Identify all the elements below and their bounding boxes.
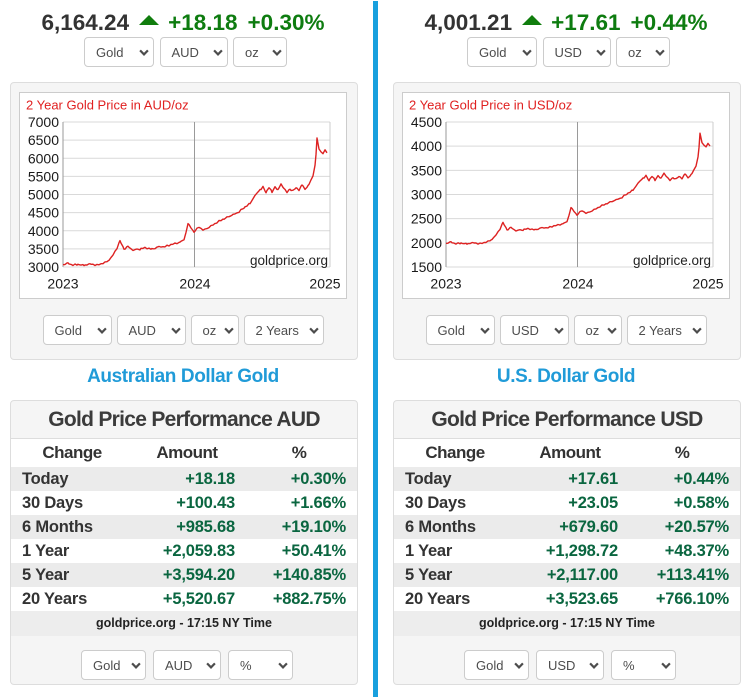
svg-text:4000: 4000 — [411, 138, 442, 154]
svg-text:4500: 4500 — [411, 114, 442, 130]
svg-text:goldprice.org: goldprice.org — [633, 253, 711, 268]
svg-text:3500: 3500 — [411, 162, 442, 178]
svg-text:3000: 3000 — [28, 259, 59, 275]
svg-text:1500: 1500 — [411, 259, 442, 275]
svg-text:6500: 6500 — [28, 132, 59, 148]
svg-text:4000: 4000 — [28, 223, 59, 239]
svg-text:3000: 3000 — [411, 187, 442, 203]
svg-text:2025: 2025 — [692, 276, 723, 292]
svg-text:5500: 5500 — [28, 168, 59, 184]
svg-text:7000: 7000 — [28, 114, 59, 130]
svg-text:goldprice.org: goldprice.org — [250, 253, 328, 268]
svg-text:2023: 2023 — [47, 276, 78, 292]
svg-text:2024: 2024 — [562, 276, 593, 292]
svg-text:2000: 2000 — [411, 235, 442, 251]
svg-text:2 Year Gold Price in USD/oz: 2 Year Gold Price in USD/oz — [409, 98, 572, 113]
svg-text:2 Year Gold Price in AUD/oz: 2 Year Gold Price in AUD/oz — [26, 98, 189, 113]
svg-text:3500: 3500 — [28, 241, 59, 257]
svg-text:2025: 2025 — [309, 276, 340, 292]
svg-text:5000: 5000 — [28, 187, 59, 203]
svg-text:2023: 2023 — [430, 276, 461, 292]
svg-text:4500: 4500 — [28, 205, 59, 221]
svg-text:2500: 2500 — [411, 211, 442, 227]
svg-text:6000: 6000 — [28, 150, 59, 166]
svg-text:2024: 2024 — [179, 276, 210, 292]
